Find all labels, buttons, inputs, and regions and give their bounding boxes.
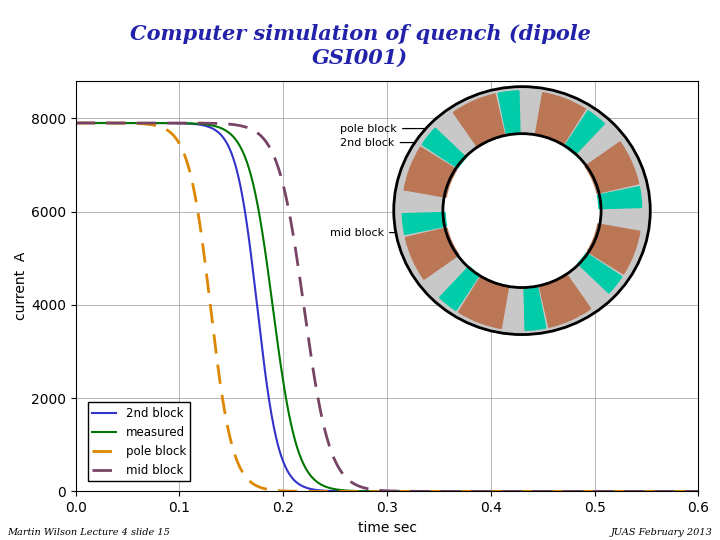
Wedge shape: [585, 142, 639, 193]
pole block: [562, 488, 570, 495]
2nd block: [562, 488, 570, 495]
mid block: [676, 488, 685, 495]
measured: [358, 488, 366, 495]
pole block: [676, 488, 685, 495]
mid block: [675, 488, 684, 495]
Wedge shape: [404, 147, 456, 197]
Line: measured: measured: [76, 123, 698, 491]
Wedge shape: [459, 276, 508, 328]
Line: pole block: pole block: [76, 123, 698, 491]
pole block: [71, 120, 80, 126]
Legend: 2nd block, measured, pole block, mid block: 2nd block, measured, pole block, mid blo…: [88, 402, 191, 481]
2nd block: [103, 120, 112, 126]
Wedge shape: [440, 266, 480, 310]
2nd block: [374, 488, 383, 495]
measured: [675, 488, 684, 495]
Ellipse shape: [394, 86, 650, 335]
mid block: [71, 120, 80, 126]
measured: [103, 120, 112, 126]
Wedge shape: [402, 213, 446, 234]
Wedge shape: [524, 286, 546, 330]
2nd block: [659, 488, 667, 495]
2nd block: [694, 488, 703, 495]
Wedge shape: [598, 187, 642, 208]
Wedge shape: [536, 93, 585, 145]
mid block: [374, 487, 383, 494]
Wedge shape: [454, 94, 505, 147]
measured: [562, 488, 570, 495]
pole block: [694, 488, 703, 495]
Text: 2nd block: 2nd block: [341, 138, 456, 147]
2nd block: [676, 488, 685, 495]
pole block: [103, 120, 112, 126]
2nd block: [71, 120, 80, 126]
2nd block: [676, 488, 685, 495]
Y-axis label: current  A: current A: [14, 252, 28, 320]
X-axis label: time sec: time sec: [358, 521, 416, 535]
Text: pole block: pole block: [341, 124, 456, 133]
pole block: [625, 488, 634, 495]
Wedge shape: [564, 111, 604, 155]
2nd block: [358, 488, 366, 495]
Wedge shape: [588, 224, 640, 274]
Ellipse shape: [443, 134, 601, 287]
Text: mid block: mid block: [330, 227, 456, 238]
measured: [676, 488, 685, 495]
Line: mid block: mid block: [76, 123, 698, 491]
Text: JUAS February 2013: JUAS February 2013: [611, 528, 713, 537]
mid block: [562, 488, 570, 495]
Wedge shape: [539, 274, 590, 327]
Wedge shape: [578, 253, 622, 293]
Line: 2nd block: 2nd block: [76, 123, 698, 491]
measured: [694, 488, 703, 495]
mid block: [694, 488, 703, 495]
pole block: [374, 488, 383, 495]
pole block: [358, 488, 366, 495]
Wedge shape: [498, 91, 520, 135]
measured: [374, 488, 383, 495]
Wedge shape: [422, 128, 466, 168]
measured: [71, 120, 80, 126]
Wedge shape: [405, 228, 459, 279]
mid block: [103, 120, 112, 126]
pole block: [676, 488, 685, 495]
mid block: [358, 484, 366, 490]
Text: Computer simulation of quench (dipole
GSI001): Computer simulation of quench (dipole GS…: [130, 24, 590, 68]
Text: Martin Wilson Lecture 4 slide 15: Martin Wilson Lecture 4 slide 15: [7, 528, 170, 537]
